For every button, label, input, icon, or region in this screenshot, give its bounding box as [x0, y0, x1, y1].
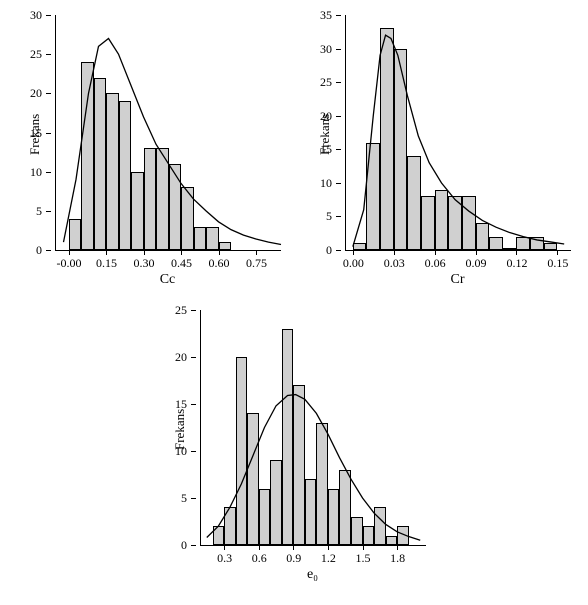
x-tick-label: 0.3 [217, 551, 232, 566]
y-axis-label: Frekans [172, 408, 188, 449]
fit-curve [56, 15, 281, 250]
x-axis-label: Cr [451, 272, 465, 288]
y-tick-label: 30 [30, 8, 42, 23]
x-tick-label: 0.15 [547, 256, 568, 271]
x-tick: 0.15 [106, 250, 107, 255]
x-tick-label: 0.06 [425, 256, 446, 271]
x-tick: 1.2 [328, 545, 329, 550]
x-tick: 1.5 [363, 545, 364, 550]
x-tick-label: 1.2 [321, 551, 336, 566]
x-axis-label: e₀ [307, 567, 318, 583]
plot-area: 051015202530-0.000.150.300.450.600.75 [55, 15, 281, 251]
y-tick-label: 20 [175, 350, 187, 365]
fit-curve [201, 310, 426, 545]
x-tick-label: 0.15 [96, 256, 117, 271]
y-tick-label: 35 [320, 8, 332, 23]
y-tick-label: 5 [181, 491, 187, 506]
x-axis-label: Cc [160, 272, 176, 288]
chart-panel-cc: 051015202530-0.000.150.300.450.600.75 Fre… [10, 5, 290, 290]
x-tick-label: 0.9 [286, 551, 301, 566]
x-tick: 0.60 [219, 250, 220, 255]
x-tick: 0.06 [435, 250, 436, 255]
y-tick-label: 20 [30, 86, 42, 101]
x-tick: 1.8 [397, 545, 398, 550]
x-tick-label: 0.00 [343, 256, 364, 271]
y-tick-label: 0 [36, 243, 42, 258]
chart-panel-e0: 05101520250.30.60.91.21.51.8 Frekans e₀ [155, 300, 435, 585]
y-tick-label: 25 [320, 75, 332, 90]
x-tick-label: 0.30 [134, 256, 155, 271]
y-tick-label: 10 [30, 165, 42, 180]
y-tick-label: 30 [320, 42, 332, 57]
x-tick: 0.00 [353, 250, 354, 255]
y-axis-label: Frekans [317, 113, 333, 154]
chart-panel-cr: 051015202530350.000.030.060.090.120.15 Fr… [300, 5, 580, 290]
y-tick-label: 0 [326, 243, 332, 258]
x-tick: 0.45 [181, 250, 182, 255]
x-tick: 0.9 [293, 545, 294, 550]
x-tick: 0.03 [394, 250, 395, 255]
x-tick: 0.09 [476, 250, 477, 255]
x-tick: 0.75 [256, 250, 257, 255]
x-tick: 0.12 [516, 250, 517, 255]
y-tick-label: 25 [30, 47, 42, 62]
y-tick-label: 5 [326, 209, 332, 224]
x-tick-label: 0.60 [209, 256, 230, 271]
plot-area: 05101520250.30.60.91.21.51.8 [200, 310, 426, 546]
x-tick-label: 0.03 [384, 256, 405, 271]
x-tick: 0.6 [259, 545, 260, 550]
x-tick: 0.3 [224, 545, 225, 550]
x-tick-label: 1.8 [390, 551, 405, 566]
x-tick-label: 0.09 [466, 256, 487, 271]
y-tick-label: 10 [320, 176, 332, 191]
x-tick-label: 0.75 [246, 256, 267, 271]
fit-curve [346, 15, 571, 250]
y-tick-label: 5 [36, 204, 42, 219]
x-tick-label: 0.12 [506, 256, 527, 271]
x-tick: 0.30 [144, 250, 145, 255]
y-tick-label: 0 [181, 538, 187, 553]
plot-area: 051015202530350.000.030.060.090.120.15 [345, 15, 571, 251]
x-tick: 0.15 [557, 250, 558, 255]
y-tick-label: 25 [175, 303, 187, 318]
x-tick-label: 1.5 [356, 551, 371, 566]
y-axis-label: Frekans [27, 113, 43, 154]
x-tick-label: 0.45 [171, 256, 192, 271]
x-tick: -0.00 [69, 250, 70, 255]
x-tick-label: -0.00 [57, 256, 82, 271]
x-tick-label: 0.6 [252, 551, 267, 566]
